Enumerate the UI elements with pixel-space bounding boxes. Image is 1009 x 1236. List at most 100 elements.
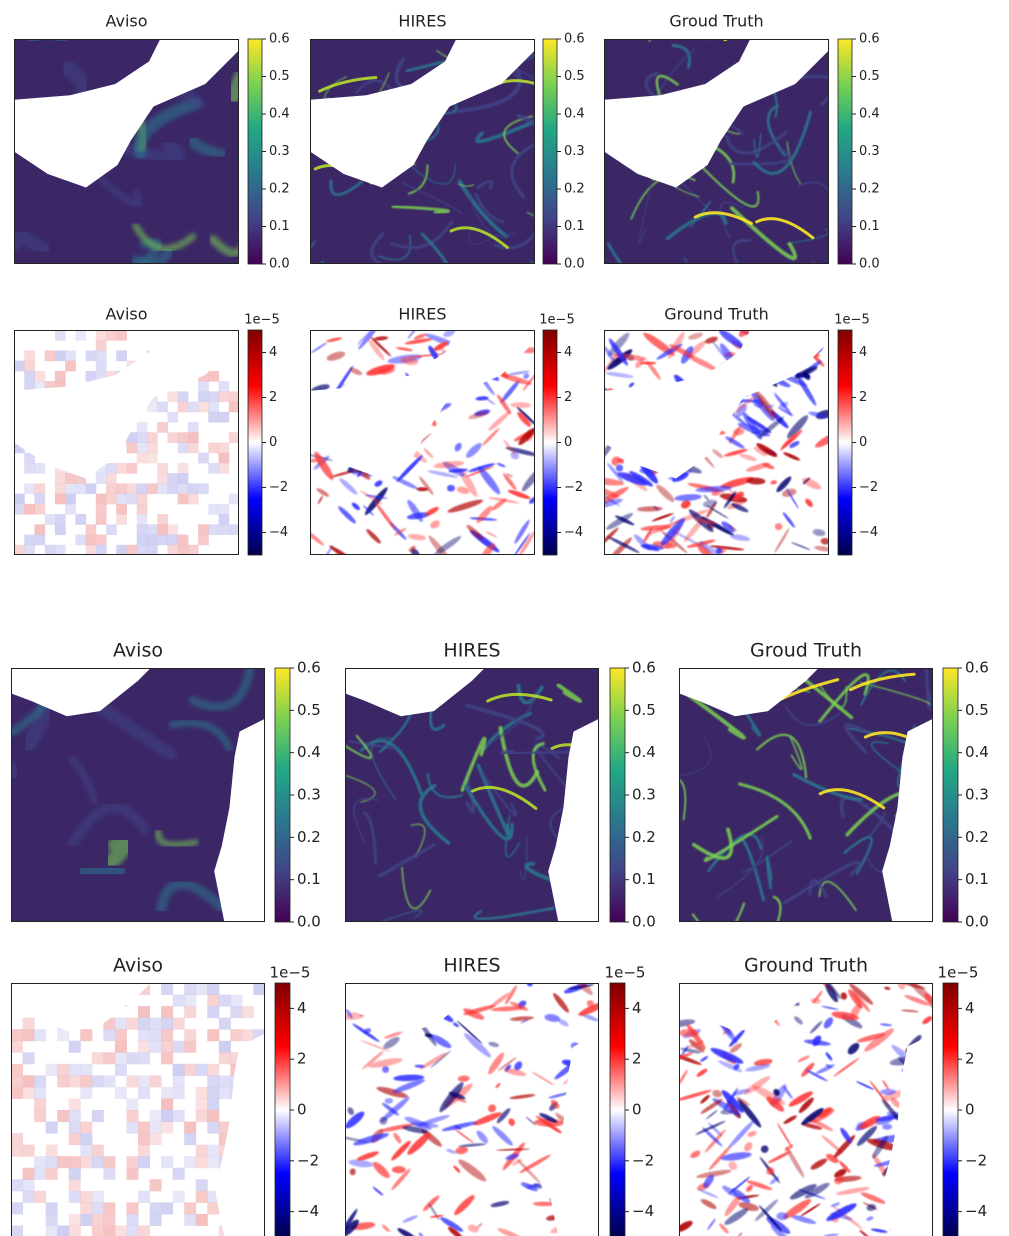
block [195,1213,208,1226]
vortex-blob [605,512,634,530]
vortex-blob [531,1071,555,1086]
colorbar-tick-label: 0.5 [632,701,656,719]
block [228,432,239,443]
colorbar-tick-label: −2 [859,480,878,495]
colorbar-tick-label: 0.2 [269,182,290,197]
vortex-blob [520,1182,538,1192]
vortex-blob [745,1064,771,1072]
flow-streak [457,179,509,239]
land-mask [679,668,819,717]
flow-streak [671,43,692,69]
vortex-blob [694,518,717,525]
colorbar-tick-label: 0.6 [297,659,321,677]
block [11,1063,24,1076]
flow-streak [519,837,528,881]
block [167,473,179,484]
colorbar-tick-label: 0.1 [269,219,290,234]
flow-streak [14,227,52,257]
vortex-blob [448,468,469,473]
map-image [604,330,829,555]
map-image [679,668,933,922]
vortex-blob [794,1016,803,1025]
vortex-blob [812,990,823,1004]
panel-frame [604,330,829,555]
block [157,462,168,474]
colorbar-tick-label: 4 [965,999,975,1017]
vortex-blob [359,490,383,505]
vortex-blob [798,1097,814,1113]
colorbar-offset: 1e−5 [605,964,646,982]
block [177,442,189,454]
block [177,432,189,443]
block [65,473,76,484]
vortex-blob [396,347,413,352]
block [80,1144,93,1157]
land-mask [679,983,819,1032]
flow-streak [498,725,540,788]
block [68,1179,81,1192]
colorbar [274,982,291,1236]
flow-streak [473,906,554,921]
vortex-blob [505,1153,520,1161]
vortex-blob [514,519,530,544]
block [116,544,127,555]
block [126,432,138,443]
block [103,1167,116,1180]
vortex-blob [766,404,775,408]
vortex-blob [402,1125,429,1134]
block [116,330,127,341]
vortex-blob [897,983,906,990]
flow-streak [476,179,494,190]
vortex-blob [393,1132,402,1144]
flow-streak [452,66,522,114]
vortex-blob [660,518,685,546]
vortex-blob [423,448,434,459]
flow-streak [716,837,764,898]
block [138,1190,151,1203]
land-mask [345,983,485,1032]
vortex-blob [521,467,535,492]
vortex-blob [884,986,891,990]
colorbar-tick-label: 0.0 [269,257,290,272]
block [138,1133,151,1146]
block [136,483,148,495]
block [126,1202,139,1215]
vortex-blob [805,498,813,508]
vortex-blob [378,366,396,375]
vortex-blob [733,395,756,415]
vortex-blob [496,1108,511,1124]
flow-streak [464,776,476,814]
block [85,483,97,495]
flow-streak [691,827,734,860]
block [230,994,243,1007]
block [91,1190,104,1203]
vortex-blob [840,992,847,1000]
vortex-blob [416,487,429,492]
block [68,1040,81,1053]
block [103,1156,116,1169]
colorbar-tick-label: 0.1 [297,870,321,888]
flow-streak [786,141,802,185]
block [138,1075,151,1088]
vortex-blob [785,1146,805,1178]
vortex-blob [680,1047,702,1054]
vortex-blob [731,1188,751,1204]
block [34,381,46,392]
colorbar-tick-label: 0 [297,1101,307,1119]
vortex-blob [359,1039,392,1053]
vortex-blob [434,536,462,555]
panel: Groud Truth 0.0 0.1 0.2 0.3 0.4 0.5 0.6 [604,12,880,272]
colorbar-tick-label: 2 [564,390,572,405]
colorbar-tick-label: 4 [564,345,572,360]
vortex-blob [400,356,419,365]
vortex-blob [733,491,745,501]
vortex-blob [679,1019,696,1028]
panel-frame [11,668,265,922]
block [208,391,220,403]
colorbar-tick-label: 2 [965,1050,975,1068]
flow-streak [132,222,197,252]
block [80,1156,93,1169]
vortex-blob [794,366,818,379]
colorbar-tick-label: 0.4 [564,107,585,122]
block [34,1156,47,1169]
